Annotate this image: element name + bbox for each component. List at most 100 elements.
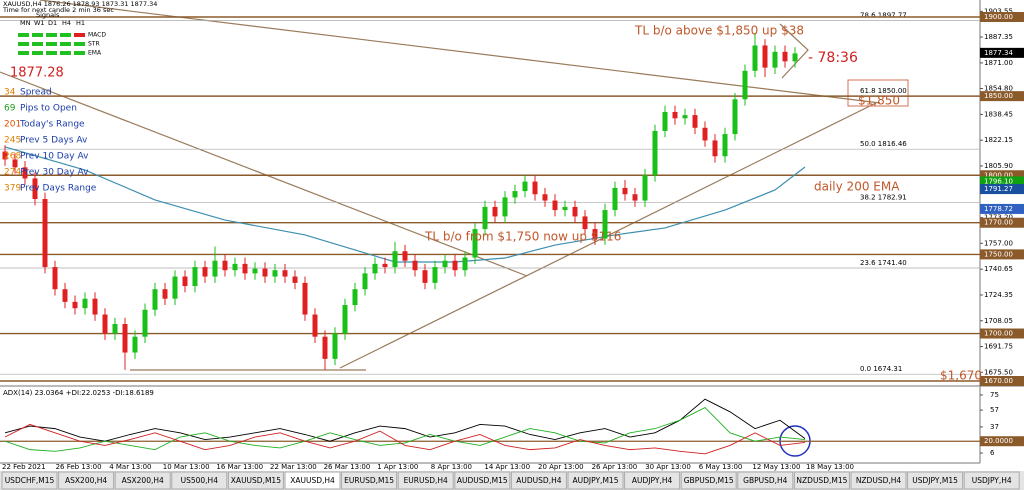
info-value: 34 (4, 88, 16, 98)
adx-line (4, 398, 806, 442)
candle-body (162, 289, 168, 299)
candle-body (682, 115, 688, 119)
tab[interactable] (227, 471, 284, 490)
indicator-name: MACD (88, 32, 106, 39)
candle-body (222, 260, 228, 271)
tab[interactable] (737, 471, 794, 490)
tab[interactable] (624, 471, 681, 490)
fib-label: 78.6 1897.77 (860, 12, 907, 20)
signal-cell (60, 33, 71, 37)
tab[interactable] (114, 471, 171, 490)
candle-body (72, 301, 78, 309)
candle-body (412, 260, 418, 271)
y-tick-label: 1740.65 (984, 265, 1013, 273)
tab-label[interactable]: AUDJPY,H4 (632, 476, 673, 485)
timer: Time for next candle 2 min 36 sec (2, 6, 114, 14)
signal-cell (46, 51, 57, 55)
tab[interactable] (680, 471, 737, 490)
price-box-label: 1750.00 (984, 250, 1013, 258)
x-tick-label: 8 Apr 13:00 (431, 463, 472, 471)
signal-cell (46, 42, 57, 46)
price-box (980, 184, 1024, 195)
x-tick-label: 14 Apr 13:00 (484, 463, 530, 471)
tab[interactable] (850, 471, 907, 490)
tab[interactable] (793, 471, 850, 490)
tab[interactable] (58, 471, 115, 490)
tab-label[interactable]: XAUUSD,H4 (290, 476, 335, 485)
tab-label[interactable]: AUDUSD,H4 (516, 476, 561, 485)
candle-body (52, 267, 58, 290)
price-box-label: 1800.00 (984, 171, 1013, 179)
fib-label: 0.0 1674.31 (860, 365, 902, 373)
x-tick-label: 22 Feb 2021 (2, 463, 46, 471)
adx-level-label: 20.0000 (984, 437, 1013, 445)
candle-body (692, 115, 698, 128)
timeframe: MN (20, 19, 31, 27)
tab-label[interactable]: XAUUSD,M15 (231, 476, 281, 485)
adx-y-tick-label: 75 (990, 391, 999, 399)
candle-body (202, 267, 208, 277)
tab-label[interactable]: AUDUSD,M15 (457, 476, 508, 485)
candle-body (612, 187, 618, 211)
candle-body (82, 298, 88, 309)
tab[interactable] (567, 471, 624, 490)
tab-label[interactable]: GBPUSD,M15 (684, 476, 734, 485)
tab[interactable] (510, 471, 567, 490)
tab-label[interactable]: USDJPY,H4 (972, 476, 1012, 485)
candle-body (642, 175, 648, 201)
tab[interactable] (341, 471, 398, 490)
timeframe: W1 (34, 19, 45, 27)
price-box (980, 328, 1024, 339)
candle-body (522, 181, 528, 192)
signal-cell (18, 42, 29, 46)
tab-label[interactable]: US500,H4 (181, 476, 219, 485)
tab-label[interactable]: AUDJPY,M15 (573, 476, 619, 485)
tab-label[interactable]: USDCHF,M15 (5, 476, 55, 485)
price-box (980, 91, 1024, 102)
tab[interactable] (454, 471, 511, 490)
timeframe: D1 (48, 19, 57, 27)
fib-label: 23.6 1741.40 (860, 259, 907, 267)
candle-body (32, 178, 38, 199)
candle-body (672, 111, 678, 119)
tab-label[interactable]: ASX200,H4 (122, 476, 164, 485)
candle-body (182, 276, 188, 287)
tab[interactable] (171, 471, 228, 490)
tab[interactable] (1, 471, 58, 490)
tab[interactable] (284, 471, 341, 490)
y-tick-label: 1903.55 (984, 7, 1013, 15)
fib-label: 38.2 1782.91 (860, 193, 907, 201)
tab[interactable] (963, 471, 1020, 490)
candle-body (112, 324, 118, 334)
candle-body (702, 127, 708, 141)
signal-cell (32, 51, 43, 55)
tab-label[interactable]: NZDUSD,H4 (856, 476, 902, 485)
tab[interactable] (397, 471, 454, 490)
info-value: 274 (4, 168, 21, 178)
y-tick-label: 1838.45 (984, 110, 1013, 118)
candle-body (562, 206, 568, 211)
x-tick-label: 10 Mar 13:00 (163, 463, 210, 471)
candle-body (542, 194, 548, 201)
x-tick-label: 22 Mar 13:00 (270, 463, 317, 471)
tab-label[interactable]: USDJPY,M15 (912, 476, 958, 485)
signal-cell (74, 33, 85, 37)
candle-body (12, 159, 18, 168)
tab-label[interactable]: ASX200,H4 (65, 476, 107, 485)
info-label: Prev 5 Days Av (20, 136, 88, 146)
price-box (980, 170, 1024, 181)
tab-label[interactable]: NZDUSD,M15 (796, 476, 847, 485)
price-box-label: 1670.00 (984, 377, 1013, 385)
candle-body (312, 314, 318, 337)
candle-body (362, 273, 368, 290)
tab-label[interactable]: EURUSD,M15 (344, 476, 394, 485)
candle-body (622, 187, 628, 195)
tab[interactable] (907, 471, 964, 490)
signal-cell (32, 42, 43, 46)
info-label: Pips to Open (20, 104, 77, 114)
tab-label[interactable]: EURUSD,H4 (404, 476, 448, 485)
candle-body (602, 210, 608, 239)
tab-label[interactable]: GBPUSD,H4 (743, 476, 788, 485)
price-box-label: 1700.00 (984, 330, 1013, 338)
